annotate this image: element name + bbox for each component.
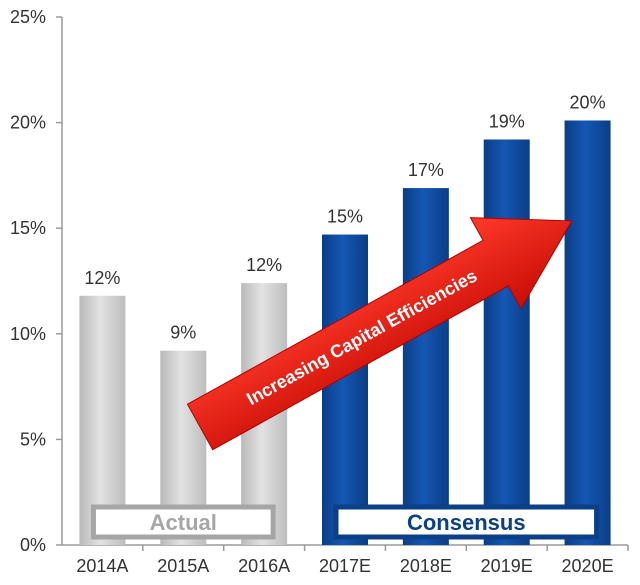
y-tick-label: 20% <box>10 113 46 133</box>
y-tick-label: 5% <box>20 429 46 449</box>
data-label-2019E: 19% <box>489 111 525 131</box>
y-tick-label: 0% <box>20 535 46 555</box>
axes: 0%5%10%15%20%25% 2014A 2015A 2016A 2017E 201… <box>10 7 629 576</box>
group-labels: Actual Consensus <box>90 504 600 540</box>
x-tick-label-2015A: 2015A <box>157 556 209 576</box>
y-tick-label: 15% <box>10 218 46 238</box>
data-labels: 12% 9% 12% 15% 17% 19% 20% <box>84 92 605 342</box>
x-tick-label-2020E: 2020E <box>562 556 614 576</box>
arrow-shape <box>186 217 573 451</box>
bar-2017E <box>322 234 368 545</box>
bar-2018E <box>402 188 449 545</box>
y-axis-ticks: 0% 5% 10% 15% 20% 25% <box>10 7 62 555</box>
group-label-consensus: Consensus <box>407 510 526 535</box>
x-tick-label-2017E: 2017E <box>319 556 371 576</box>
data-label-2016A: 12% <box>246 255 282 275</box>
group-box-actual <box>90 504 276 540</box>
data-label-2014A: 12% <box>84 268 120 288</box>
data-label-2015A: 9% <box>170 323 196 343</box>
data-label-2017E: 15% <box>327 207 363 227</box>
bar-2019E <box>483 139 530 545</box>
x-tick-label-2019E: 2019E <box>481 556 533 576</box>
x-tick-label-2018E: 2018E <box>400 556 452 576</box>
bar-2020E <box>564 120 611 545</box>
data-label-2020E: 20% <box>570 92 606 112</box>
x-tick-label-2016A: 2016A <box>238 556 290 576</box>
bars <box>79 120 611 545</box>
data-label-2018E: 17% <box>408 160 444 180</box>
y-tick-label: 25% <box>10 7 46 27</box>
bar-2014A <box>79 295 126 545</box>
trend-arrow: Increasing Capital Efficiencies <box>186 217 573 451</box>
group-box-consensus <box>333 504 600 540</box>
group-label-actual: Actual <box>150 510 217 535</box>
x-tick-label-2014A: 2014A <box>76 556 128 576</box>
x-axis-ticks: 2014A 2015A 2016A 2017E 2018E 2019E 2020E <box>76 545 629 576</box>
y-tick-label: 10% <box>10 324 46 344</box>
